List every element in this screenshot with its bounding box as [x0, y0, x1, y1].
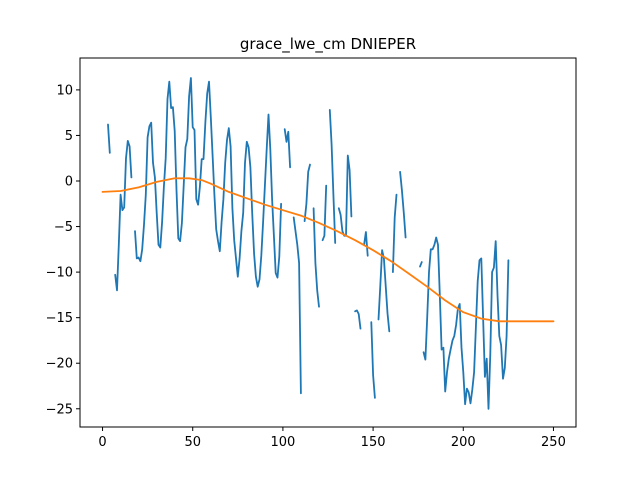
y-tick-label: 5 [65, 129, 73, 144]
y-tick-label: −15 [46, 311, 73, 326]
x-tick-label: 250 [541, 435, 566, 450]
x-tick-label: 50 [184, 435, 201, 450]
series-1-line-segment-16 [399, 171, 407, 239]
series-1-line-segment-9 [328, 109, 337, 244]
y-tick-label: 0 [65, 175, 73, 190]
series-2-line-segment-1 [101, 177, 555, 323]
chart-title: grace_lwe_cm DNIEPER [240, 35, 416, 54]
y-tick-label: −20 [46, 357, 73, 372]
series-1-line-segment-5 [292, 216, 302, 395]
series-1-line-segment-14 [377, 249, 391, 333]
series-1-line-segment-1 [107, 123, 111, 154]
axes-frame [79, 57, 577, 428]
plot-area [101, 77, 555, 410]
y-tick-label: −25 [46, 402, 73, 417]
series-1-line-segment-6 [303, 163, 311, 222]
y-tick-label: 10 [56, 83, 73, 98]
series-1-line-segment-3 [134, 77, 282, 288]
series-1-line-segment-4 [283, 128, 291, 169]
y-tick-label: −5 [54, 220, 73, 235]
x-axis: 0 50 100 150 200 250 [98, 427, 566, 450]
series-1-line-segment-15 [392, 193, 398, 273]
series-1-line-segment-2 [114, 140, 133, 292]
series-1-line-segment-17 [419, 261, 423, 268]
series-1-line-segment-8 [321, 184, 328, 242]
y-axis: −25 −20 −15 −10 −5 0 5 10 [46, 83, 80, 417]
x-tick-label: 0 [98, 435, 106, 450]
x-tick-label: 100 [270, 435, 295, 450]
series-1-line-segment-11 [354, 309, 362, 330]
series-1-line-segment-18 [422, 236, 510, 410]
series-1-line-segment-7 [312, 207, 320, 308]
x-tick-label: 200 [451, 435, 476, 450]
series-1-line-segment-13 [370, 321, 376, 399]
x-tick-label: 150 [361, 435, 386, 450]
y-tick-label: −10 [46, 266, 73, 281]
